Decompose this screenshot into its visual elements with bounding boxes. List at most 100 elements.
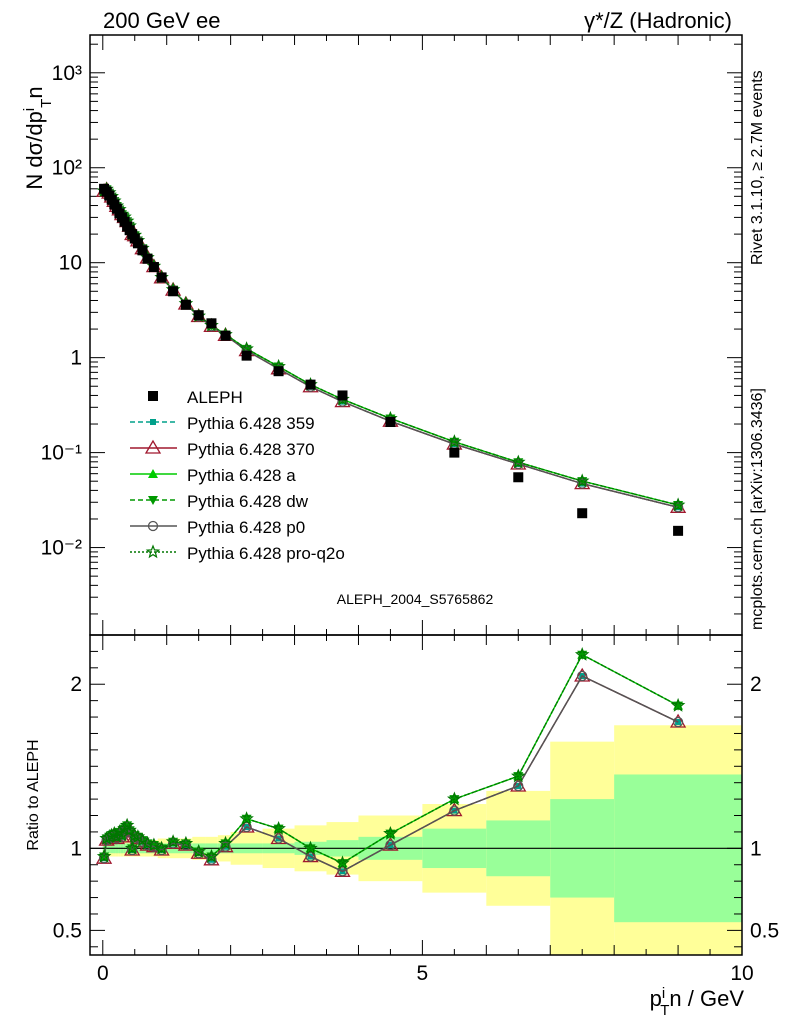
- series-point-ppro: [447, 434, 462, 448]
- data-point: [180, 299, 191, 310]
- data-point: [273, 366, 284, 377]
- ratio-point-pp0: [241, 821, 252, 833]
- data-point: [241, 350, 252, 361]
- y-axis-label-main: N dσ/dpiTn: [21, 86, 55, 189]
- x-tick-label: 0: [97, 962, 109, 985]
- series-line-pp0: [103, 188, 679, 508]
- y-tick-label-ratio-right: 0.5: [750, 919, 779, 942]
- ratio-point-ppro: [154, 840, 169, 855]
- data-point: [220, 330, 231, 341]
- y-tick-label-ratio: 1: [70, 837, 82, 860]
- ratio-point-ppro: [303, 840, 318, 855]
- ratio-point-ppro: [239, 811, 254, 825]
- y-tick-label-main: 1: [70, 347, 82, 370]
- data-point: [513, 472, 524, 483]
- ratio-point-pp0: [577, 670, 588, 682]
- data-point: [132, 238, 143, 249]
- series-line-p370: [103, 188, 679, 508]
- series-point-pp0: [672, 502, 684, 513]
- ratio-point-ppro: [447, 791, 462, 806]
- series-line-p359: [103, 188, 679, 508]
- y-tick-label-main: 10³: [52, 62, 82, 85]
- y-tick-label-ratio: 2: [70, 673, 82, 696]
- y-tick-label-main: 10⁻²: [41, 537, 82, 560]
- y-tick-label-ratio-right: 2: [750, 673, 762, 696]
- series-point-ppro: [511, 454, 526, 469]
- data-point: [193, 310, 204, 321]
- ratio-point-ppro: [574, 647, 590, 661]
- ratio-point-pp0: [337, 866, 348, 877]
- data-point: [449, 447, 460, 458]
- main-plot-panel: 10³ 10² 10 1 10⁻¹ 10⁻²: [41, 34, 743, 636]
- data-point: [673, 525, 684, 536]
- ratio-point-pp0: [180, 839, 192, 851]
- ratio-point-ppro: [191, 843, 206, 858]
- ratio-plot-panel: 0 5 10 0.5 0.5 1 1 2 2: [53, 634, 779, 985]
- ratio-point-pp0: [98, 853, 110, 864]
- ratio-point-ppro: [178, 835, 194, 850]
- y-tick-label-main: 10²: [52, 157, 82, 180]
- ratio-frame: [89, 634, 743, 956]
- ratio-point-ppro: [96, 848, 112, 863]
- ratio-point-ppro: [271, 820, 286, 835]
- legend-label-ppro: Pythia 6.428 pro-q2o: [187, 544, 345, 563]
- analysis-id-label: ALEPH_2004_S5765862: [337, 591, 494, 607]
- series-point-pp0: [577, 478, 588, 489]
- ratio-point-pp0: [449, 805, 460, 816]
- legend-marker-p359: [150, 419, 156, 425]
- legend-marker-data: [148, 391, 158, 401]
- data-point: [148, 262, 159, 273]
- y-tick-label-ratio-right: 1: [750, 837, 762, 860]
- y-axis-label-ratio: Ratio to ALEPH: [25, 739, 42, 850]
- legend-marker-pp0: [147, 520, 159, 532]
- legend-marker-p370: [144, 439, 162, 454]
- y-tick-label-ratio: 0.5: [53, 919, 82, 942]
- data-point: [142, 253, 153, 264]
- series-point-pp0: [513, 458, 524, 470]
- legend-marker-pdw: [148, 496, 158, 505]
- ratio-point-ppro: [511, 768, 526, 783]
- legend-label-p370: Pythia 6.428 370: [187, 440, 315, 459]
- ratio-point-ppro: [383, 825, 398, 840]
- ratio-point-pp0: [137, 836, 148, 847]
- legend-marker-pa: [148, 469, 158, 478]
- ratio-point-ppro: [165, 834, 181, 848]
- ratio-point-pp0: [513, 780, 524, 792]
- legend-label-data: ALEPH: [187, 388, 243, 407]
- ratio-point-pp0: [206, 854, 217, 865]
- ratio-point-pp0: [273, 833, 284, 844]
- process-label: γ*/Z (Hadronic): [584, 8, 732, 33]
- x-axis-label: pi Tn / GeV: [650, 985, 745, 1019]
- ratio-point-ppro: [218, 835, 233, 850]
- data-point: [577, 508, 588, 519]
- y-tick-label-main: 10: [59, 252, 82, 275]
- ratio-point-pp0: [305, 851, 316, 862]
- ratio-point-ppro: [109, 829, 125, 844]
- ratio-point-ppro: [124, 840, 140, 855]
- data-point: [305, 379, 316, 390]
- legend: ALEPH Pythia 6.428 359 Pythia 6.428 370 Pyt…: [130, 388, 345, 563]
- series-point-ppro: [670, 497, 686, 512]
- ratio-point-pp0: [167, 838, 179, 849]
- y-tick-label-main: 10⁻¹: [41, 442, 82, 465]
- x-tick-label: 5: [417, 962, 429, 985]
- legend-label-pp0: Pythia 6.428 p0: [187, 518, 305, 537]
- x-tick-label: 10: [730, 962, 753, 985]
- ratio-point-pp0: [385, 839, 396, 851]
- data-point: [168, 286, 179, 297]
- ratio-point-ppro: [335, 855, 350, 870]
- ratio-point-pp0: [672, 716, 684, 728]
- legend-label-pdw: Pythia 6.428 dw: [187, 492, 309, 511]
- legend-marker-ppro: [145, 544, 161, 559]
- mcplots-label: mcplots.cern.ch [arXiv:1306.3436]: [749, 388, 766, 630]
- ratio-point-ppro: [670, 697, 686, 712]
- series-point-ppro: [574, 473, 590, 488]
- ratio-point-ppro: [204, 848, 219, 863]
- ratio-point-ppro: [146, 837, 162, 852]
- data-point: [156, 272, 167, 283]
- legend-label-p359: Pythia 6.428 359: [187, 414, 315, 433]
- ratio-point-ppro: [107, 825, 122, 840]
- legend-label-pa: Pythia 6.428 a: [187, 466, 296, 485]
- data-point: [385, 417, 396, 428]
